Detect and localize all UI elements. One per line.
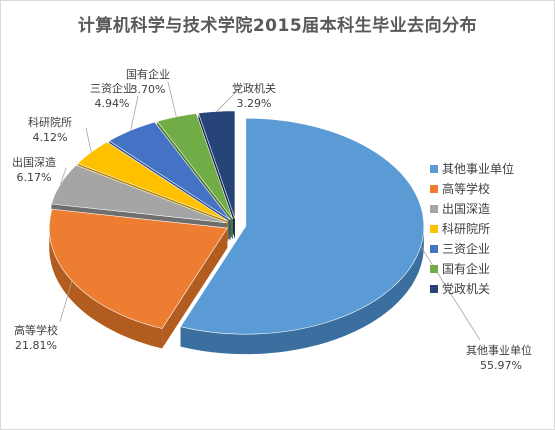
legend-swatch-3 bbox=[430, 205, 438, 213]
slice-1[interactable] bbox=[180, 117, 425, 335]
slice-side-2 bbox=[49, 228, 163, 349]
legend-swatch-1 bbox=[430, 165, 438, 173]
legend-item-3[interactable]: 出国深造 bbox=[442, 202, 490, 216]
legend-swatch-2 bbox=[430, 185, 438, 193]
data-label-category-5: 三资企业 bbox=[90, 81, 134, 95]
data-label-value-7: 3.29% bbox=[237, 97, 272, 110]
legend-item-4[interactable]: 科研院所 bbox=[442, 222, 490, 236]
slice-4[interactable] bbox=[77, 141, 229, 222]
legend-swatch-5 bbox=[430, 245, 438, 253]
data-label-value-2: 21.81% bbox=[15, 339, 57, 352]
data-label-category-1: 其他事业单位 bbox=[466, 343, 532, 357]
data-label-category-4: 科研院所 bbox=[28, 115, 72, 129]
leader-line-3 bbox=[60, 167, 67, 184]
data-label-value-5: 4.94% bbox=[95, 97, 130, 110]
legend-item-5[interactable]: 三资企业 bbox=[442, 241, 490, 256]
data-label-category-3: 出国深造 bbox=[12, 155, 56, 169]
leader-line-7 bbox=[216, 87, 241, 112]
leader-line-5 bbox=[130, 95, 139, 131]
leader-line-2 bbox=[59, 280, 73, 323]
leader-line-4 bbox=[85, 127, 92, 153]
slice-side-1 bbox=[180, 226, 424, 355]
leader-line-1 bbox=[420, 246, 481, 341]
legend-item-1[interactable]: 其他事业单位 bbox=[442, 161, 514, 176]
slice-edge-2-1 bbox=[162, 228, 228, 349]
legend-item-7[interactable]: 党政机关 bbox=[442, 281, 490, 296]
data-label-value-6: 3.70% bbox=[131, 83, 166, 96]
legend-swatch-4 bbox=[430, 225, 438, 233]
legend-swatch-6 bbox=[430, 265, 438, 273]
legend-item-2[interactable]: 高等学校 bbox=[442, 181, 490, 196]
data-label-category-7: 党政机关 bbox=[232, 81, 276, 95]
data-label-category-2: 高等学校 bbox=[14, 323, 58, 337]
data-label-value-1: 55.97% bbox=[480, 359, 522, 372]
legend-item-6[interactable]: 国有企业 bbox=[442, 261, 490, 276]
chart-title: 计算机科学与技术学院2015届本科生毕业去向分布 bbox=[77, 16, 478, 36]
legend-swatch-7 bbox=[430, 285, 438, 293]
data-label-category-6: 国有企业 bbox=[126, 67, 170, 81]
leader-line-6 bbox=[167, 81, 177, 117]
data-label-value-3: 6.17% bbox=[17, 171, 52, 184]
slice-5[interactable] bbox=[108, 121, 231, 221]
data-label-value-4: 4.12% bbox=[33, 131, 68, 144]
